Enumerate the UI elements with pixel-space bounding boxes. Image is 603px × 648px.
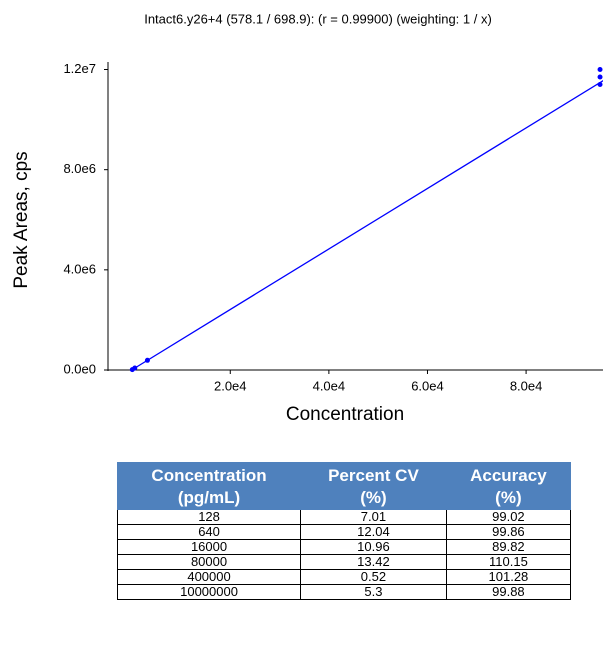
y-tick-label: 0.0e0 (63, 361, 96, 376)
chart-title: Intact6.y26+4 (578.1 / 698.9): (r = 0.99… (144, 11, 492, 26)
x-axis-label: Concentration (286, 404, 404, 425)
table-cell: 7.01 (300, 509, 447, 525)
table-cell: 10000000 (116, 584, 302, 600)
y-tick-label: 1.2e7 (63, 61, 96, 76)
table-cell: 5.3 (300, 584, 447, 600)
table-row: 80000 13.42 110.15 (116, 554, 572, 570)
table-row: 400000 0.52 101.28 (116, 569, 572, 585)
chart: Intact6.y26+4 (578.1 / 698.9): (r = 0.99… (11, 11, 603, 425)
header-text: Percent CV (328, 466, 419, 485)
table-cell: 99.88 (445, 584, 572, 600)
table-cell: 0.52 (300, 569, 447, 585)
header-row: Concentration (pg/mL) Percent CV (%) Accurac… (116, 462, 572, 510)
table-cell: 101.28 (445, 569, 572, 585)
header-text: (pg/mL) (177, 488, 241, 507)
y-tick-label: 8.0e6 (63, 161, 96, 176)
data-point (132, 365, 138, 371)
table-cell: 99.02 (445, 509, 572, 525)
results-table: Concentration (pg/mL) Percent CV (%) Accurac… (116, 462, 572, 600)
header-cell: Concentration (pg/mL) (116, 462, 302, 510)
y-tick-label: 4.0e6 (63, 261, 96, 276)
table-row: 16000 10.96 89.82 (116, 539, 572, 555)
x-tick-label: 4.0e4 (313, 378, 346, 393)
table-cell: 640 (116, 524, 302, 540)
table-cell: 110.15 (445, 554, 572, 570)
table-cell: 13.42 (300, 554, 447, 570)
table-cell: 400000 (116, 569, 302, 585)
header-text: (%) (495, 488, 522, 507)
table-cell: 89.82 (445, 539, 572, 555)
table-cell: 80000 (116, 554, 302, 570)
table-cell: 99.86 (445, 524, 572, 540)
data-point (144, 357, 150, 363)
header-text: Concentration (151, 466, 267, 485)
x-tick-label: 6.0e4 (411, 378, 444, 393)
table-cell: 10.96 (300, 539, 447, 555)
table-row: 640 12.04 99.86 (116, 524, 572, 540)
table-body: 128 7.01 99.02 640 12.04 99.86 16000 10.96 89.82… (116, 509, 572, 600)
fit-line (131, 79, 603, 371)
table-row: 128 7.01 99.02 (116, 509, 572, 525)
header-cell: Accuracy (%) (445, 462, 572, 510)
table-cell: 16000 (116, 539, 302, 555)
table-cell: 128 (116, 509, 302, 525)
header-cell: Percent CV (%) (300, 462, 447, 510)
table-cell: 12.04 (300, 524, 447, 540)
data-point (597, 67, 603, 73)
data-point (597, 82, 603, 88)
y-axis-label: Peak Areas, cps (11, 151, 32, 288)
x-tick-label: 8.0e4 (510, 378, 543, 393)
x-tick-label: 2.0e4 (214, 378, 247, 393)
data-point (597, 74, 603, 80)
header-text: (%) (360, 488, 387, 507)
plot-area (129, 67, 603, 373)
table-row: 10000000 5.3 99.88 (116, 584, 572, 600)
header-text: Accuracy (470, 466, 547, 485)
